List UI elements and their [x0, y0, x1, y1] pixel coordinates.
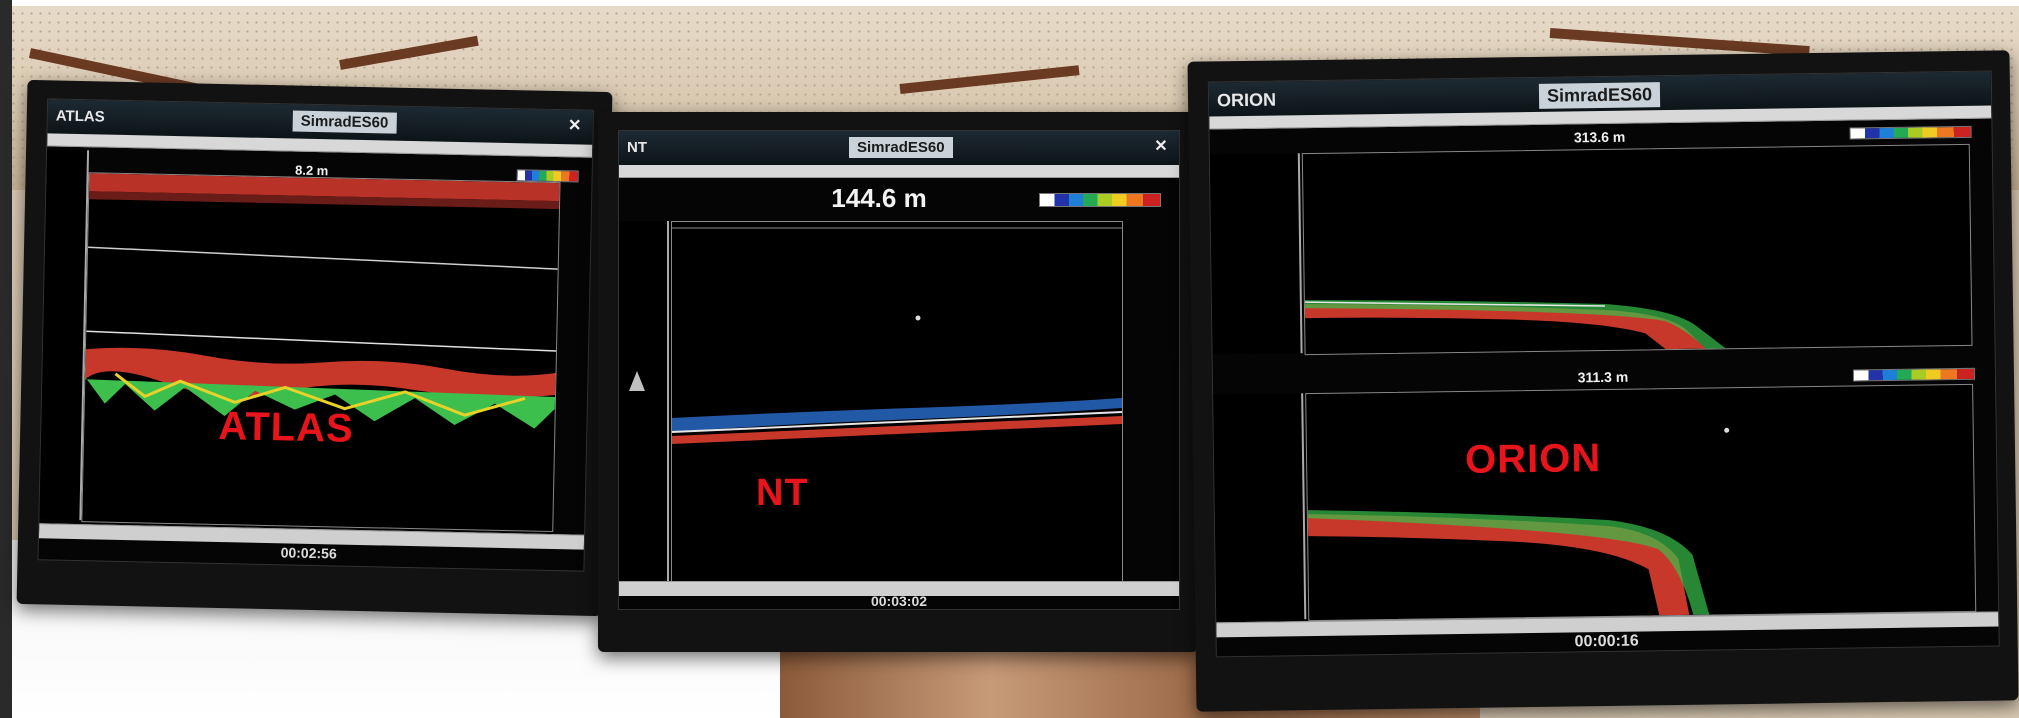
echogram-top-graphic [1304, 300, 1726, 350]
image-top-edge [0, 0, 2019, 6]
brand-logo: SimradES60 [292, 110, 397, 134]
close-icon[interactable]: ✕ [567, 117, 582, 135]
nt-titlebar: NT SimradES60 ✕ [619, 131, 1179, 165]
app-title: ORION [1216, 89, 1277, 111]
status-bar [619, 581, 1179, 596]
clock-readout: 00:02:56 [280, 544, 337, 562]
atlas-screen: ATLAS SimradES60 ✕ 8.2 m 00:02:56 [37, 98, 595, 572]
close-icon[interactable]: ✕ [1154, 138, 1168, 155]
echogram-graphic [85, 173, 560, 429]
depth-readout: 144.6 m [831, 183, 927, 213]
color-scale-bar [1039, 193, 1161, 207]
echogram [671, 221, 1123, 583]
color-scale-bar [1849, 125, 1972, 140]
echogram-graphic [672, 227, 1122, 444]
orion-screen: ORION SimradES60 313.6 m 311.3 m 00 [1207, 70, 2000, 658]
nt-screen: NT SimradES60 ✕ 144.6 m 00:03:02 [618, 130, 1180, 610]
echogram-bottom [1305, 383, 1977, 622]
side-panel [619, 221, 669, 581]
overlay-label: ATLAS [217, 404, 355, 451]
histogram-graphic [629, 371, 645, 391]
color-scale-bar [1852, 367, 1976, 382]
overlay-label: ORION [1464, 436, 1602, 482]
side-panel [1209, 153, 1303, 355]
clock-readout: 00:03:02 [870, 593, 928, 609]
atlas-monitor: ATLAS SimradES60 ✕ 8.2 m 00:02:56 ATLAS [16, 79, 613, 617]
left-frame-edge [0, 0, 12, 718]
echogram [81, 172, 561, 533]
depth-readout-bottom: 311.3 m [1577, 368, 1629, 386]
brand-logo: SimradES60 [1538, 82, 1661, 109]
echogram-top [1301, 143, 1973, 356]
echogram-bottom-graphic [1307, 427, 1730, 616]
app-title: ATLAS [55, 107, 105, 126]
depth-readout-top: 313.6 m [1573, 128, 1626, 146]
app-title: NT [627, 139, 647, 156]
clock-readout: 00:00:16 [1574, 632, 1639, 651]
nt-monitor: NT SimradES60 ✕ 144.6 m 00:03:02 NT [598, 112, 1198, 652]
brand-logo: SimradES60 [849, 137, 953, 158]
side-panel [1213, 393, 1307, 621]
overlay-label: NT [756, 472, 809, 514]
menu-bar[interactable] [619, 165, 1179, 178]
orion-monitor: ORION SimradES60 313.6 m 311.3 m 00 [1187, 50, 2019, 712]
